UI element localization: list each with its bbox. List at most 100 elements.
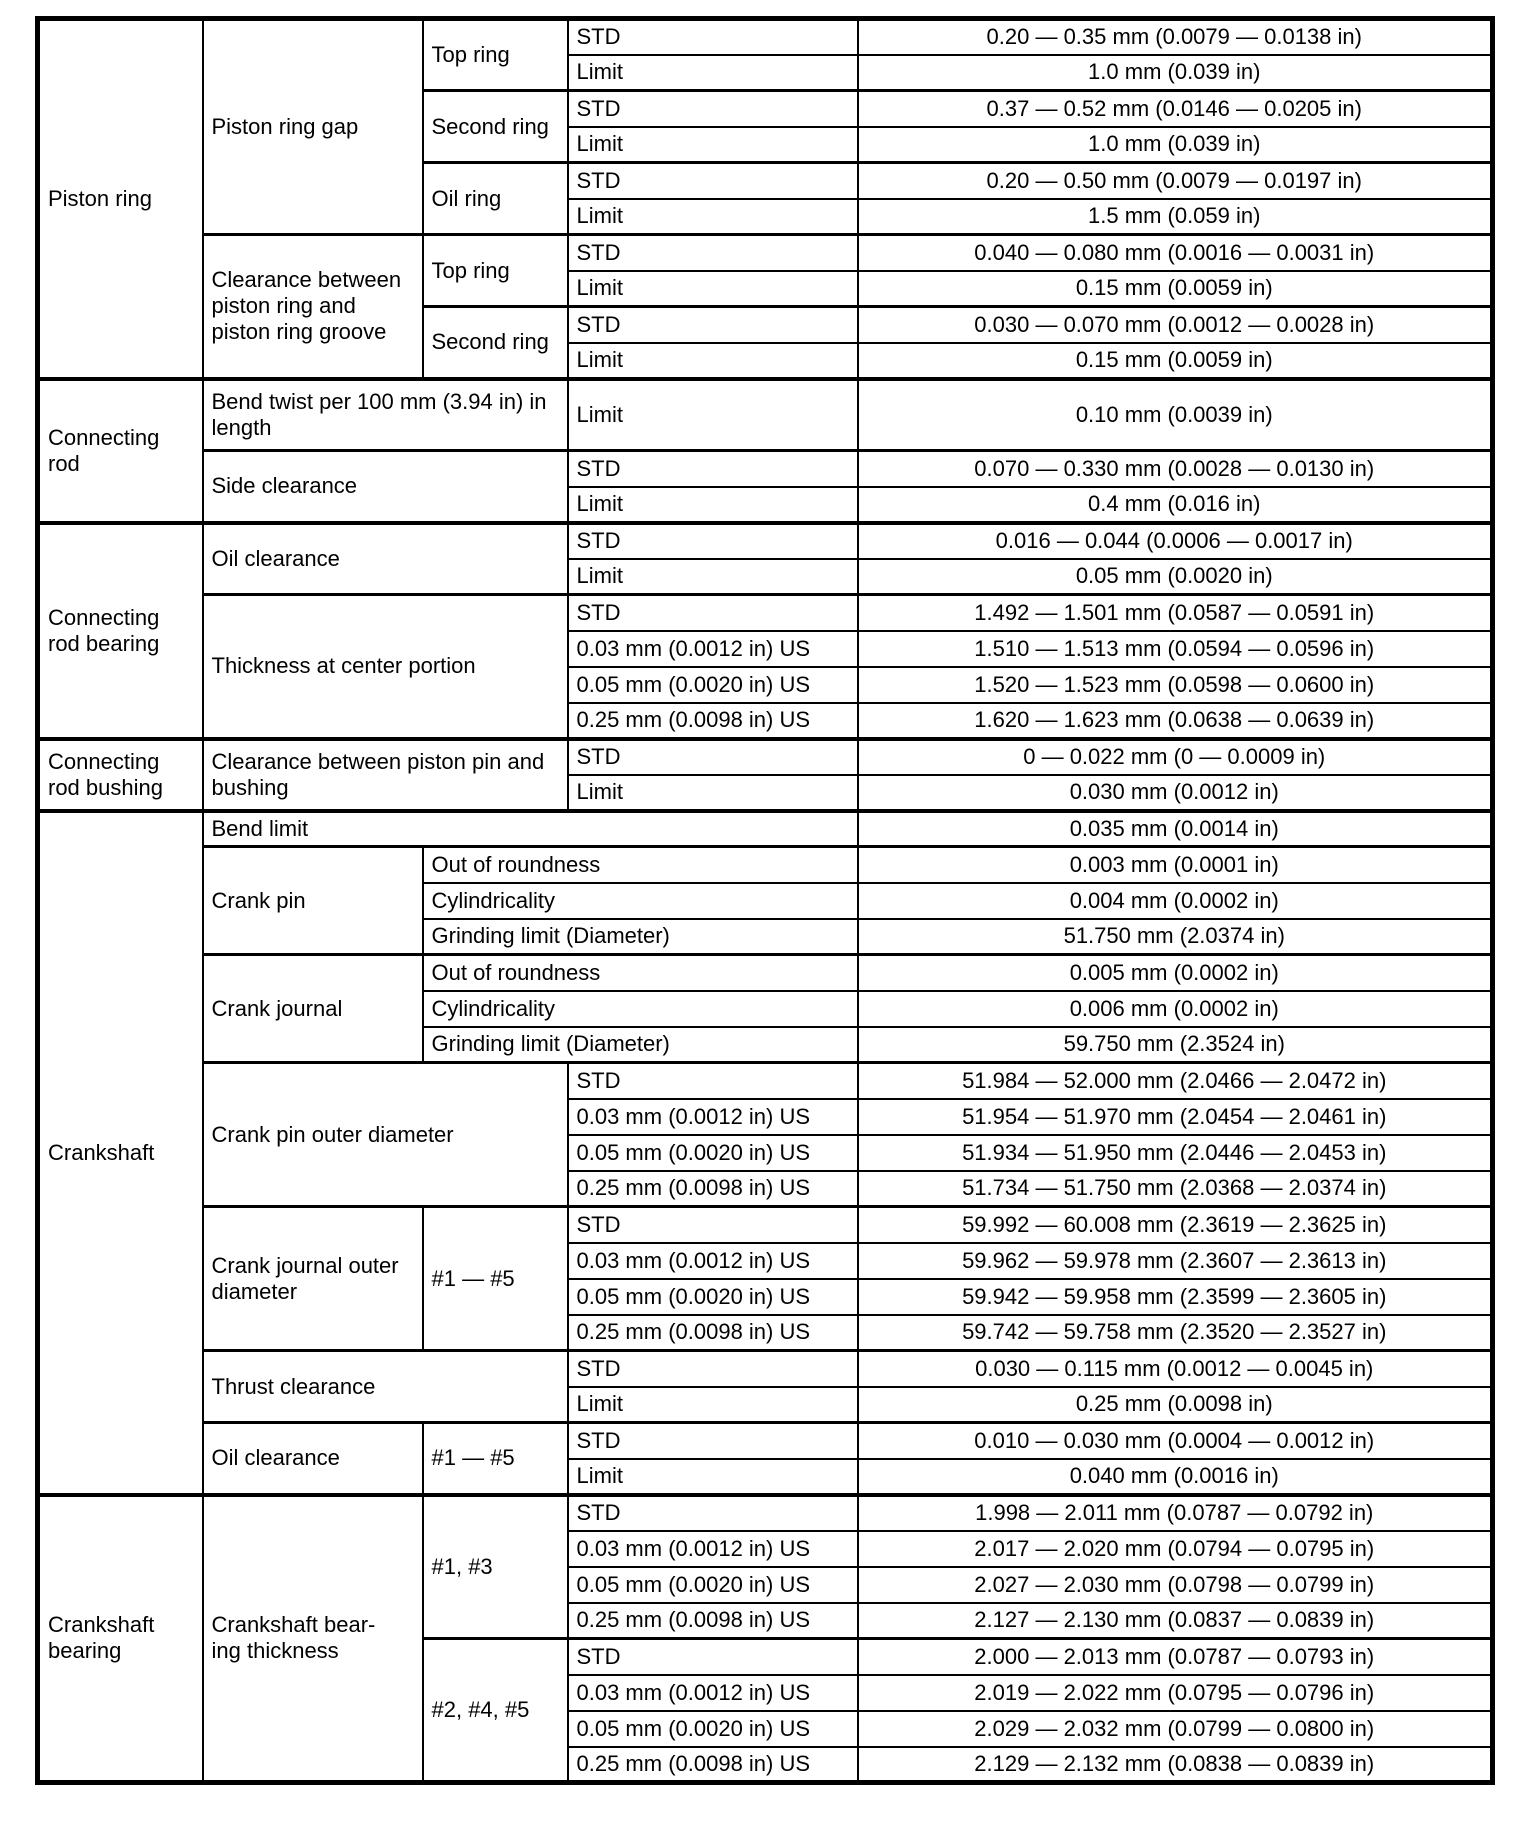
spec-value-cell: 0.4 mm (0.016 in) bbox=[856, 485, 1494, 524]
spec-label-cell: #1 — #5 bbox=[421, 1421, 569, 1496]
table-row: Piston ring Piston ring gap Top ring STD 0.2… bbox=[36, 17, 1494, 380]
spec-label-cell: STD bbox=[566, 593, 859, 632]
spec-label-cell: Oil clearance bbox=[201, 1421, 424, 1496]
spec-label-cell: 0.03 mm (0.0012 in) US bbox=[566, 1673, 859, 1712]
spec-label-cell: Limit bbox=[566, 197, 859, 236]
spec-value-cell: 1.620 — 1.623 mm (0.0638 — 0.0639 in) bbox=[856, 701, 1494, 740]
spec-label-cell: Thrust clearance bbox=[201, 1349, 569, 1424]
spec-value-cell: 0.37 — 0.52 mm (0.0146 — 0.0205 in) bbox=[856, 89, 1494, 128]
spec-label-cell: 0.05 mm (0.0020 in) US bbox=[566, 665, 859, 704]
table-row: Limit 1.5 mm (0.059 in) bbox=[38, 197, 1494, 236]
spec-value-cell: 0.20 — 0.50 mm (0.0079 — 0.0197 in) bbox=[856, 161, 1494, 200]
spec-label-cell: 0.03 mm (0.0012 in) US bbox=[566, 1241, 859, 1280]
table-row: 0.25 mm (0.0098 in) US 2.127 — 2.130 mm (… bbox=[38, 1601, 1494, 1640]
table-row: Crank journal Out of roundness 0.005 mm (0… bbox=[38, 953, 1494, 1064]
table-row: Second ring STD 0.37 — 0.52 mm (0.0146 — 0… bbox=[38, 89, 1494, 164]
spec-value-cell: 2.017 — 2.020 mm (0.0794 — 0.0795 in) bbox=[856, 1529, 1494, 1568]
table-row: 0.05 mm (0.0020 in) US 51.934 — 51.950 mm… bbox=[38, 1133, 1494, 1172]
spec-label-cell: 0.03 mm (0.0012 in) US bbox=[566, 1529, 859, 1568]
table-row: Limit 0.25 mm (0.0098 in) bbox=[38, 1385, 1494, 1424]
spec-label-cell: Crankshaft bear- ing thickness bbox=[201, 1492, 424, 1784]
table-row: Crank pin outer diameter STD 51.984 — 52.0… bbox=[38, 1061, 1494, 1208]
spec-label-cell: Oil clearance bbox=[201, 520, 569, 596]
spec-label-cell: Limit bbox=[566, 1385, 859, 1424]
spec-value-cell: 51.984 — 52.000 mm (2.0466 — 2.0472 in) bbox=[856, 1061, 1494, 1100]
spec-label-cell: STD bbox=[566, 1061, 859, 1100]
spec-value-cell: 0.030 mm (0.0012 in) bbox=[856, 773, 1494, 812]
spec-label-cell: Crank pin bbox=[201, 845, 424, 956]
spec-label-cell: STD bbox=[566, 17, 859, 56]
spec-label-cell: Limit bbox=[566, 125, 859, 164]
spec-label-cell: Connecting rod bushing bbox=[36, 736, 204, 812]
table-row: Limit 0.15 mm (0.0059 in) bbox=[38, 341, 1494, 380]
spec-label-cell: Limit bbox=[566, 773, 859, 812]
spec-label-cell: Piston ring gap bbox=[201, 17, 424, 236]
spec-label-cell: STD bbox=[566, 89, 859, 128]
spec-value-cell: 1.492 — 1.501 mm (0.0587 — 0.0591 in) bbox=[856, 593, 1494, 632]
spec-label-cell: STD bbox=[566, 1637, 859, 1676]
table-row: 0.05 mm (0.0020 in) US 1.520 — 1.523 mm (… bbox=[38, 665, 1494, 704]
spec-label-cell: Second ring bbox=[421, 305, 569, 380]
table-row: 0.05 mm (0.0020 in) US 2.029 — 2.032 mm (… bbox=[38, 1709, 1494, 1748]
spec-value-cell: 0.15 mm (0.0059 in) bbox=[856, 269, 1494, 308]
table-row: Clearance between piston ring and piston… bbox=[38, 233, 1494, 380]
spec-value-cell: 0.005 mm (0.0002 in) bbox=[856, 953, 1494, 992]
spec-label-cell: 0.03 mm (0.0012 in) US bbox=[566, 629, 859, 668]
spec-label-cell: Limit bbox=[566, 376, 859, 452]
spec-label-cell: 0.05 mm (0.0020 in) US bbox=[566, 1133, 859, 1172]
spec-value-cell: 59.742 — 59.758 mm (2.3520 — 2.3527 in) bbox=[856, 1313, 1494, 1352]
table-row: Limit 0.4 mm (0.016 in) bbox=[38, 485, 1494, 524]
table-row: Limit 1.0 mm (0.039 in) bbox=[38, 125, 1494, 164]
spec-label-cell: Side clearance bbox=[201, 449, 569, 524]
spec-label-cell: Crankshaft bbox=[36, 808, 204, 1496]
spec-value-cell: 51.954 — 51.970 mm (2.0454 — 2.0461 in) bbox=[856, 1097, 1494, 1136]
spec-value-cell: 51.734 — 51.750 mm (2.0368 — 2.0374 in) bbox=[856, 1169, 1494, 1208]
spec-label-cell: 0.05 mm (0.0020 in) US bbox=[566, 1277, 859, 1316]
spec-label-cell: Limit bbox=[566, 485, 859, 524]
spec-label-cell: STD bbox=[566, 1349, 859, 1388]
spec-label-cell: 0.05 mm (0.0020 in) US bbox=[566, 1709, 859, 1748]
spec-value-cell: 1.5 mm (0.059 in) bbox=[856, 197, 1494, 236]
spec-label-cell: STD bbox=[566, 233, 859, 272]
spec-value-cell: 0.15 mm (0.0059 in) bbox=[856, 341, 1494, 380]
spec-label-cell: Limit bbox=[566, 269, 859, 308]
table-row: Oil ring STD 0.20 — 0.50 mm (0.0079 — 0.01… bbox=[38, 161, 1494, 236]
spec-value-cell: 0.030 — 0.070 mm (0.0012 — 0.0028 in) bbox=[856, 305, 1494, 344]
table-row: Grinding limit (Diameter) 59.750 mm (2.35… bbox=[38, 1025, 1494, 1064]
spec-label-cell: Clearance between piston pin and bushing bbox=[201, 736, 569, 812]
spec-value-cell: 0.20 — 0.35 mm (0.0079 — 0.0138 in) bbox=[856, 17, 1494, 56]
spec-label-cell: 0.05 mm (0.0020 in) US bbox=[566, 1565, 859, 1604]
spec-label-cell: 0.25 mm (0.0098 in) US bbox=[566, 1745, 859, 1784]
spec-value-cell: 0.004 mm (0.0002 in) bbox=[856, 881, 1494, 920]
table-row: Connecting rod bushing Clearance between … bbox=[36, 736, 1494, 812]
table-row: Connecting rod Bend twist per 100 mm (3.9… bbox=[36, 376, 1494, 524]
spec-value-cell: 0.05 mm (0.0020 in) bbox=[856, 557, 1494, 596]
table-row: 0.03 mm (0.0012 in) US 59.962 — 59.978 mm… bbox=[38, 1241, 1494, 1280]
spec-table-body: Piston ring Piston ring gap Top ring STD 0.2… bbox=[36, 17, 1494, 1784]
table-row: Limit 0.05 mm (0.0020 in) bbox=[38, 557, 1494, 596]
spec-value-cell: 1.510 — 1.513 mm (0.0594 — 0.0596 in) bbox=[856, 629, 1494, 668]
spec-label-cell: Limit bbox=[566, 341, 859, 380]
table-row: Connecting rod bearing Oil clearance STD 0.… bbox=[36, 520, 1494, 740]
spec-label-cell: Out of roundness bbox=[421, 845, 859, 884]
spec-label-cell: Clearance between piston ring and piston… bbox=[201, 233, 424, 380]
spec-value-cell: 2.027 — 2.030 mm (0.0798 — 0.0799 in) bbox=[856, 1565, 1494, 1604]
spec-label-cell: 0.25 mm (0.0098 in) US bbox=[566, 1169, 859, 1208]
spec-value-cell: 0.070 — 0.330 mm (0.0028 — 0.0130 in) bbox=[856, 449, 1494, 488]
spec-label-cell: Limit bbox=[566, 53, 859, 92]
spec-label-cell: Crank journal bbox=[201, 953, 424, 1064]
spec-label-cell: Crank journal outer diameter bbox=[201, 1205, 424, 1352]
table-row: Limit 1.0 mm (0.039 in) bbox=[38, 53, 1494, 92]
table-row: 0.25 mm (0.0098 in) US 2.129 — 2.132 mm (… bbox=[38, 1745, 1494, 1784]
spec-label-cell: STD bbox=[566, 449, 859, 488]
spec-label-cell: Grinding limit (Diameter) bbox=[421, 917, 859, 956]
spec-value-cell: 0.040 mm (0.0016 in) bbox=[856, 1457, 1494, 1496]
table-row: 0.25 mm (0.0098 in) US 51.734 — 51.750 mm… bbox=[38, 1169, 1494, 1208]
spec-value-cell: 59.942 — 59.958 mm (2.3599 — 2.3605 in) bbox=[856, 1277, 1494, 1316]
spec-label-cell: Out of roundness bbox=[421, 953, 859, 992]
spec-label-cell: Cylindricality bbox=[421, 881, 859, 920]
spec-label-cell: Connecting rod bearing bbox=[36, 520, 204, 740]
spec-label-cell: Limit bbox=[566, 1457, 859, 1496]
table-row: 0.03 mm (0.0012 in) US 1.510 — 1.513 mm (… bbox=[38, 629, 1494, 668]
spec-label-cell: Thickness at center portion bbox=[201, 593, 569, 740]
